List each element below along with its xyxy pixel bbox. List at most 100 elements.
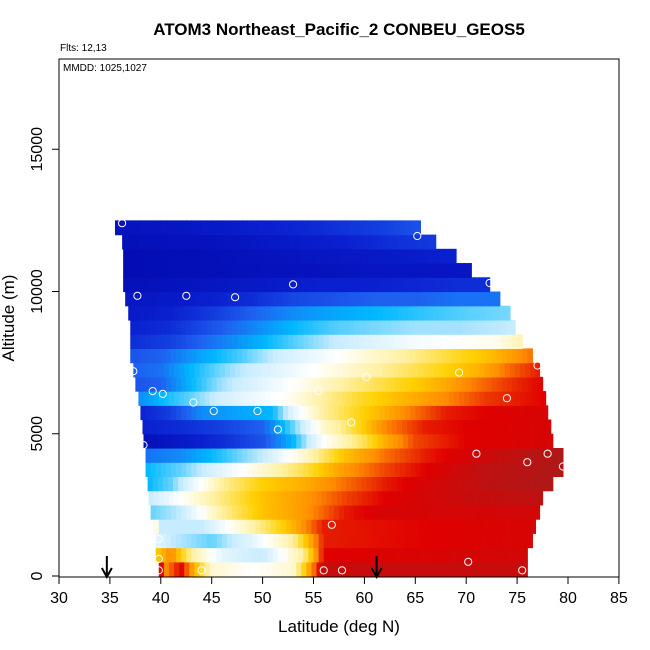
curtain-cell (216, 462, 223, 478)
curtain-cell (448, 433, 455, 449)
curtain-cell (547, 462, 554, 478)
curtain-cell (204, 391, 211, 406)
curtain-cell (204, 561, 211, 577)
dates-label: MMDD: 1025,1027 (63, 63, 147, 74)
sample-point (118, 219, 127, 228)
x-tick-label: 75 (508, 590, 526, 607)
curtain-cell (397, 305, 404, 321)
curtain-cell (260, 561, 267, 577)
curtain-cell (318, 547, 325, 563)
curtain-cell (494, 490, 501, 506)
curtain-cell (527, 533, 533, 549)
curtain-cell (174, 519, 180, 534)
curtain-cell (150, 376, 157, 392)
curtain-cell (323, 405, 330, 421)
curtain-cell (167, 234, 174, 250)
curtain-cell (364, 405, 371, 421)
curtain-cell (224, 305, 231, 321)
curtain-cell (392, 362, 399, 378)
curtain-cell (153, 248, 160, 264)
curtain-cell (408, 433, 414, 449)
curtain-cell (418, 433, 425, 449)
curtain-cell (145, 319, 152, 335)
curtain-cell (540, 391, 547, 406)
curtain-cell (456, 504, 462, 520)
curtain-cell (291, 277, 297, 293)
curtain-cell (183, 419, 189, 435)
curtain-cell (394, 291, 401, 307)
curtain-cell (254, 419, 261, 435)
curtain-cell (328, 319, 335, 335)
curtain-cell (461, 462, 467, 478)
curtain-cell (160, 319, 167, 335)
curtain-cell (257, 376, 264, 392)
curtain-cell (240, 277, 246, 293)
curtain-cell (280, 519, 287, 534)
curtain-cell (153, 263, 160, 278)
curtain-cell (232, 504, 238, 520)
curtain-cell (328, 376, 335, 392)
curtain-cell (369, 334, 376, 349)
curtain-cell (440, 376, 447, 392)
curtain-cell (494, 362, 501, 378)
curtain-cell (163, 263, 170, 278)
curtain-cell (532, 405, 539, 421)
curtain-cell (181, 334, 187, 349)
curtain-cell (316, 248, 323, 264)
curtain-cell (216, 504, 223, 520)
curtain-cell (191, 405, 198, 421)
curtain-cell (267, 319, 274, 335)
curtain-cell (428, 277, 435, 293)
curtain-cell (250, 263, 257, 278)
curtain-cell (471, 376, 477, 392)
curtain-cell (181, 504, 187, 520)
curtain-cell (430, 348, 437, 364)
curtain-cell (170, 533, 177, 549)
curtain-cell (405, 319, 411, 335)
curtain-cell (230, 391, 236, 406)
curtain-cell (391, 476, 398, 492)
curtain-cell (216, 334, 223, 349)
curtain-cell (272, 348, 279, 364)
curtain-cell (306, 561, 313, 577)
curtain-cell (260, 391, 267, 406)
curtain-cell (229, 476, 235, 492)
curtain-cell (440, 405, 447, 421)
curtain-cell (206, 462, 213, 478)
curtain-cell (140, 291, 147, 307)
curtain-cell (479, 362, 486, 378)
curtain-cell (389, 220, 396, 236)
curtain-cell (323, 547, 330, 563)
curtain-cell (379, 220, 386, 236)
curtain-cell (491, 334, 498, 349)
curtain-cell (428, 263, 435, 278)
curtain-cell (384, 348, 391, 364)
curtain-cell (468, 419, 474, 435)
curtain-cell (293, 533, 299, 549)
curtain-cell (252, 220, 259, 236)
curtain-cell (123, 248, 129, 264)
curtain-cell (174, 433, 180, 449)
curtain-cell (403, 490, 409, 506)
curtain-cell (491, 291, 498, 307)
curtain-cell (405, 447, 411, 463)
curtain-cell (330, 476, 337, 492)
curtain-cell (382, 305, 389, 321)
curtain-cell (170, 405, 177, 421)
curtain-cell (170, 447, 177, 463)
curtain-cell (285, 476, 291, 492)
curtain-cell (415, 291, 421, 307)
curtain-cell (392, 248, 399, 264)
curtain-cell (272, 405, 279, 421)
curtain-cell (448, 248, 455, 264)
curtain-cell (491, 533, 498, 549)
curtain-cell (499, 433, 506, 449)
curtain-cell (301, 490, 307, 506)
curtain-cells (114, 220, 564, 577)
curtain-cell (417, 419, 424, 435)
curtain-cell (232, 376, 238, 392)
curtain-cell (199, 519, 206, 534)
curtain-cell (486, 533, 493, 549)
curtain-cell (331, 391, 338, 406)
